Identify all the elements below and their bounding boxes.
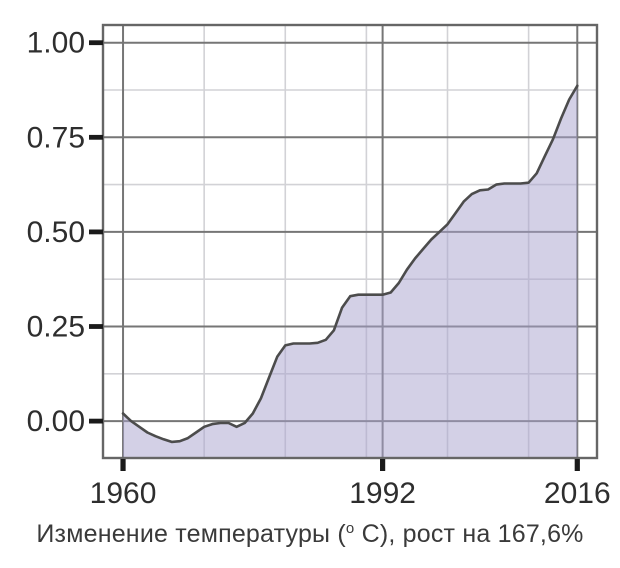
y-axis-tick — [89, 134, 103, 140]
caption-text-part2: C), рост на 167,6% — [354, 520, 584, 548]
caption-text-part1: Изменение температуры ( — [36, 520, 346, 548]
x-axis-tick-label: 1960 — [90, 477, 157, 510]
x-axis-tick — [380, 459, 386, 471]
x-axis-tick-label: 1992 — [349, 477, 416, 510]
caption-degree-superscript: o — [345, 520, 355, 537]
x-axis-tick — [574, 459, 580, 471]
y-axis-tick-label: 0.00 — [27, 405, 85, 438]
y-axis-tick — [89, 324, 103, 329]
y-axis-tick-label: 1.00 — [27, 27, 85, 60]
chart-caption: Изменение температуры (o C), рост на 167… — [0, 520, 620, 549]
x-axis-tick-label: 2016 — [544, 477, 611, 510]
y-axis-tick — [89, 40, 103, 46]
temperature-area-series — [123, 85, 578, 459]
y-axis-tick — [89, 418, 103, 424]
y-axis-tick-label: 0.75 — [27, 121, 85, 154]
y-axis-tick — [89, 229, 103, 235]
temperature-trend-line — [121, 84, 579, 444]
x-axis-tick — [120, 459, 126, 471]
plot-border — [101, 23, 599, 460]
y-axis-tick-label: 0.50 — [27, 216, 85, 249]
y-axis-tick-label: 0.25 — [27, 311, 85, 344]
